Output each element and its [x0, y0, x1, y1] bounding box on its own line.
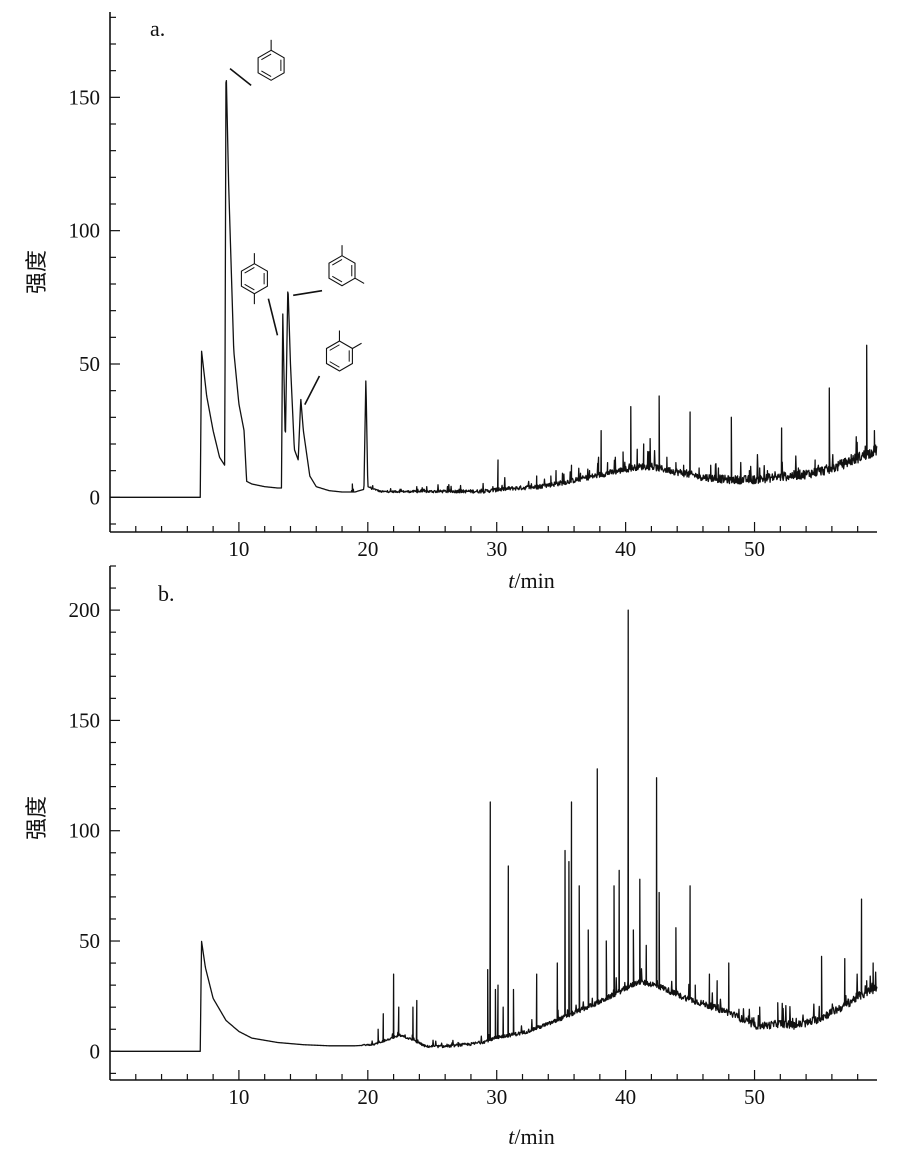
x-tick-label: 10 — [228, 1085, 249, 1109]
y-tick-label: 0 — [90, 485, 101, 509]
y-tick-label: 50 — [79, 929, 100, 953]
p-xylene-structure — [240, 253, 279, 336]
chart-panel-b: 10 20 30 40 50 0 50 100 150 200 b. t/min 强度 — [25, 565, 878, 1149]
x-tick-label: 50 — [744, 537, 765, 561]
y-tick-label: 0 — [90, 1039, 101, 1063]
x-tick-label: 40 — [615, 537, 636, 561]
y-tick-label: 100 — [69, 219, 101, 243]
x-tick-label: 30 — [486, 537, 507, 561]
y-axis-title: 强度 — [25, 250, 50, 294]
y-tick-label: 200 — [69, 598, 101, 622]
x-tick-label: 10 — [228, 537, 249, 561]
x-tick-label: 40 — [615, 1085, 636, 1109]
leader-line — [293, 289, 323, 297]
y-tick-label: 100 — [69, 819, 101, 843]
chromatogram-trace — [109, 80, 878, 498]
chart-panel-a: 10 20 30 40 50 0 50 100 150 a. t/min 强度 — [25, 12, 878, 593]
panel-label: a. — [150, 16, 165, 41]
x-tick-label: 20 — [357, 537, 378, 561]
x-axis-title: t/min — [508, 568, 554, 593]
x-axis-title: t/min — [508, 1124, 554, 1149]
leader-line — [229, 68, 252, 86]
leader-line — [267, 298, 279, 336]
chromatogram-trace — [109, 609, 878, 1052]
y-tick-label: 150 — [69, 85, 101, 109]
o-xylene-structure — [304, 330, 362, 406]
x-tick-label: 50 — [744, 1085, 765, 1109]
y-tick-label: 150 — [69, 708, 101, 732]
m-xylene-structure — [293, 245, 365, 297]
y-axis-title: 强度 — [25, 796, 50, 840]
leader-line — [304, 375, 321, 406]
toluene-structure — [229, 39, 285, 86]
x-tick-label: 20 — [357, 1085, 378, 1109]
x-tick-label: 30 — [486, 1085, 507, 1109]
y-tick-label: 50 — [79, 352, 100, 376]
panel-label: b. — [158, 581, 175, 606]
